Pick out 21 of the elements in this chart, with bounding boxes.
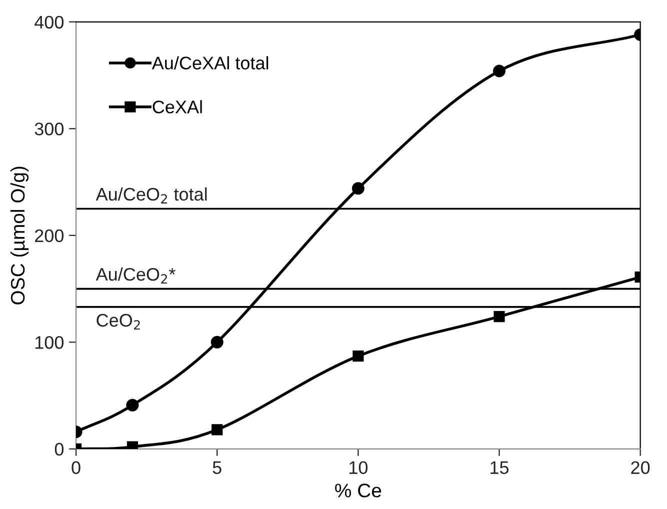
x-tick-label: 10 [350, 461, 368, 474]
legend-label: CeXAl [152, 100, 202, 114]
ref-line-label: CeO$_{2}$ [96, 314, 140, 330]
y-tick-label: 0 [54, 442, 64, 456]
point [352, 182, 364, 195]
point [212, 424, 223, 436]
point [210, 336, 224, 348]
legend-label: Au/CeXAl total [152, 56, 268, 70]
point [352, 350, 364, 362]
ref-line-label: Au/CeO$_{2}$ total [96, 187, 207, 204]
x-tick-label: 20 [631, 461, 650, 474]
y-tick-label: 400 [34, 16, 64, 29]
x-tick-label: 15 [490, 461, 509, 474]
x-tick-label: 5 [212, 461, 222, 474]
x-axis-title: % Ce [335, 484, 382, 498]
y-axis-title: OSC (µmol O/g) [10, 166, 29, 304]
ref-line-label: Au/CeO$_{2}$* [96, 267, 176, 284]
y-tick-label: 300 [34, 122, 64, 136]
y-tick-label: 100 [35, 336, 64, 349]
x-tick-label: 0 [72, 461, 80, 474]
y-tick-label: 200 [35, 229, 64, 242]
